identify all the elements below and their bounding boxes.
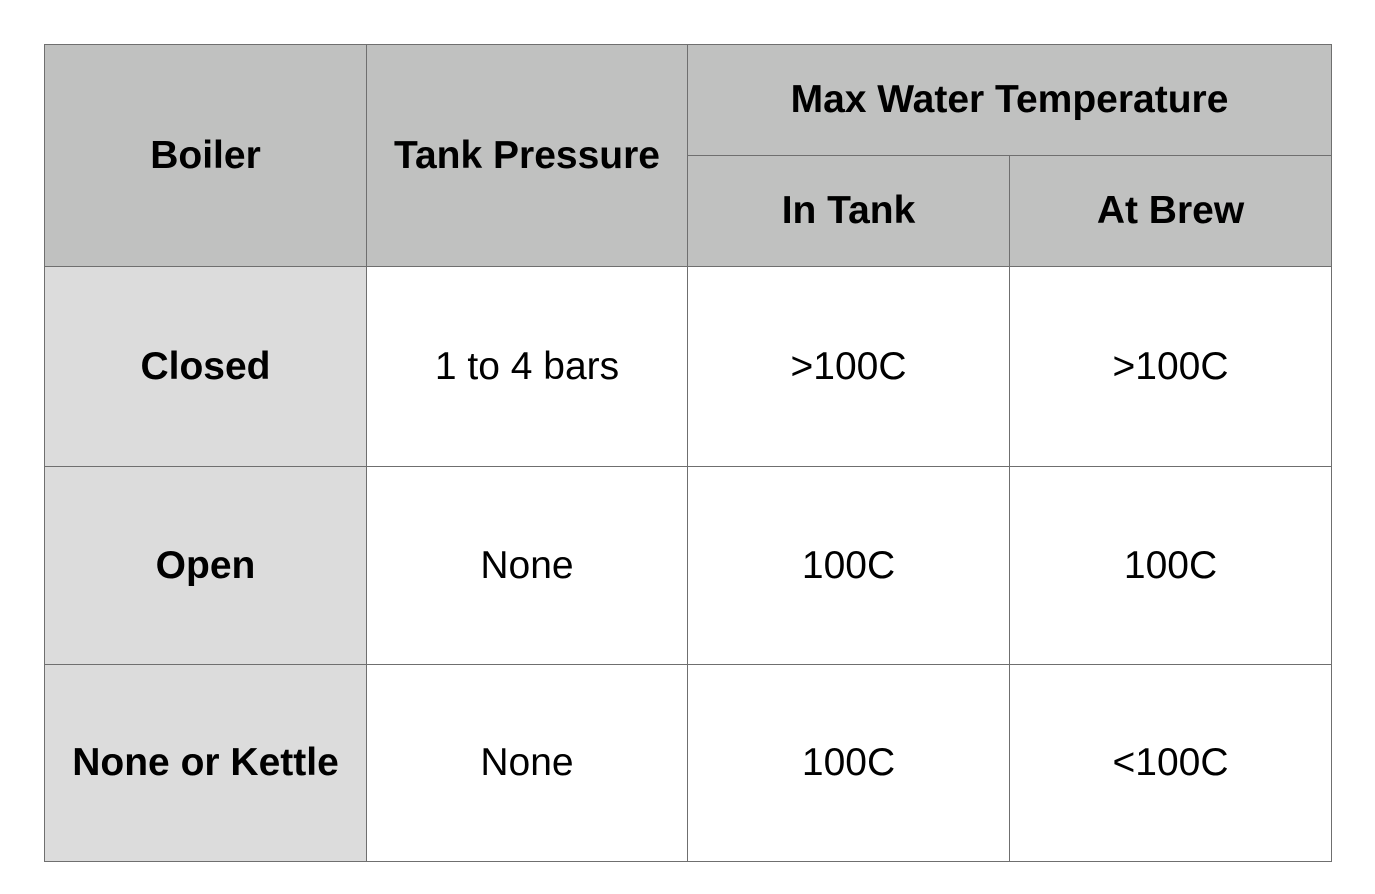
table-row: Closed 1 to 4 bars >100C >100C — [44, 266, 1332, 467]
cell-at-brew: 100C — [1009, 466, 1332, 665]
cell-in-tank: 100C — [687, 466, 1010, 665]
header-max-water-temperature: Max Water Temperature — [687, 44, 1332, 156]
cell-in-tank: >100C — [687, 266, 1010, 467]
header-row-top: Boiler Tank Pressure Max Water Temperatu… — [44, 44, 1332, 267]
header-boiler: Boiler — [44, 44, 367, 267]
table-row: Open None 100C 100C — [44, 466, 1332, 665]
table-row: None or Kettle None 100C <100C — [44, 664, 1332, 862]
cell-tank-pressure: 1 to 4 bars — [366, 266, 688, 467]
cell-tank-pressure: None — [366, 664, 688, 862]
header-in-tank: In Tank — [687, 155, 1010, 267]
row-label-boiler: None or Kettle — [44, 664, 367, 862]
header-tank-pressure: Tank Pressure — [366, 44, 688, 267]
row-label-boiler: Open — [44, 466, 367, 665]
header-row-sub: In Tank At Brew — [45, 155, 1332, 267]
row-label-boiler: Closed — [44, 266, 367, 467]
header-at-brew: At Brew — [1009, 155, 1332, 267]
cell-in-tank: 100C — [687, 664, 1010, 862]
cell-at-brew: >100C — [1009, 266, 1332, 467]
cell-tank-pressure: None — [366, 466, 688, 665]
cell-at-brew: <100C — [1009, 664, 1332, 862]
boiler-comparison-table: Boiler Tank Pressure Max Water Temperatu… — [44, 44, 1332, 862]
